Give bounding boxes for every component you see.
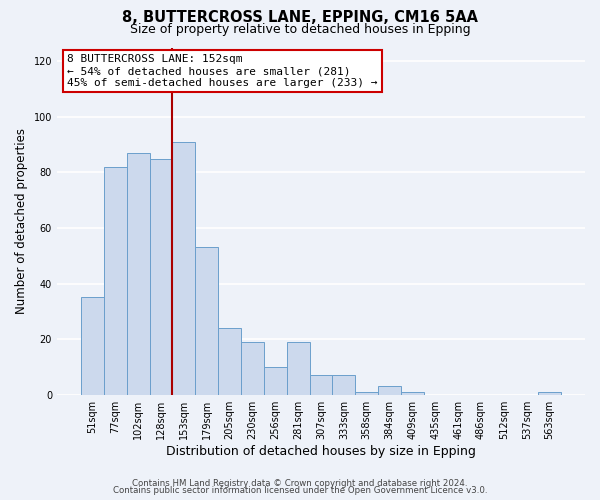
Bar — [104, 167, 127, 394]
Text: 8 BUTTERCROSS LANE: 152sqm
← 54% of detached houses are smaller (281)
45% of sem: 8 BUTTERCROSS LANE: 152sqm ← 54% of deta… — [67, 54, 378, 88]
Bar — [81, 298, 104, 394]
Text: Contains HM Land Registry data © Crown copyright and database right 2024.: Contains HM Land Registry data © Crown c… — [132, 478, 468, 488]
Bar — [332, 376, 355, 394]
Text: Contains public sector information licensed under the Open Government Licence v3: Contains public sector information licen… — [113, 486, 487, 495]
Bar — [310, 376, 332, 394]
Bar — [195, 248, 218, 394]
Bar — [401, 392, 424, 394]
Bar — [378, 386, 401, 394]
Bar — [241, 342, 264, 394]
Bar — [287, 342, 310, 394]
Bar — [218, 328, 241, 394]
Bar — [538, 392, 561, 394]
Text: 8, BUTTERCROSS LANE, EPPING, CM16 5AA: 8, BUTTERCROSS LANE, EPPING, CM16 5AA — [122, 10, 478, 25]
Bar — [149, 158, 172, 394]
Bar — [355, 392, 378, 394]
Bar — [127, 153, 149, 394]
Y-axis label: Number of detached properties: Number of detached properties — [15, 128, 28, 314]
X-axis label: Distribution of detached houses by size in Epping: Distribution of detached houses by size … — [166, 444, 476, 458]
Bar — [264, 367, 287, 394]
Bar — [172, 142, 195, 395]
Text: Size of property relative to detached houses in Epping: Size of property relative to detached ho… — [130, 22, 470, 36]
